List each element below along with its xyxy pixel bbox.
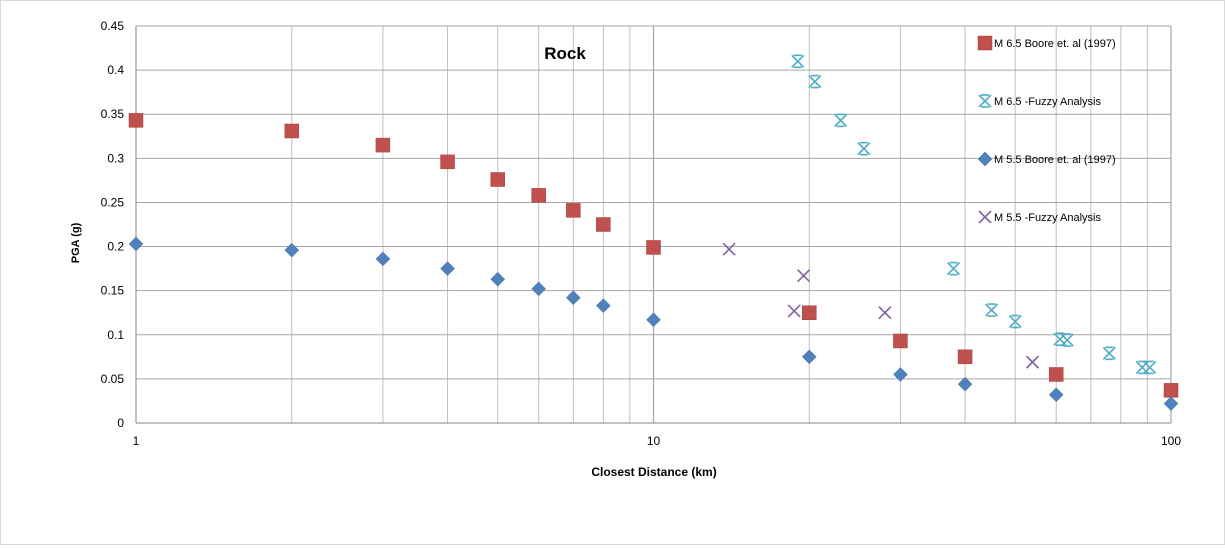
legend-marker-star bbox=[978, 94, 992, 108]
data-point-star bbox=[946, 261, 961, 276]
data-point-square bbox=[490, 172, 505, 187]
data-point-diamond bbox=[893, 367, 908, 382]
data-point-diamond bbox=[1048, 387, 1064, 403]
data-point-star bbox=[808, 74, 822, 89]
data-point-square bbox=[566, 203, 581, 218]
data-point-x bbox=[797, 269, 811, 283]
data-point-square bbox=[1163, 383, 1179, 398]
data-point-diamond bbox=[128, 236, 144, 252]
legend-label: M 6.5 Boore et. al (1997) bbox=[994, 38, 1116, 50]
legend: M 6.5 Boore et. al (1997) M 6.5 -Fuzzy An… bbox=[977, 35, 1116, 224]
data-point-square bbox=[646, 240, 661, 255]
data-point-diamond bbox=[375, 251, 391, 267]
data-point-diamond bbox=[801, 349, 817, 365]
y-tick-label: 0.25 bbox=[101, 195, 125, 209]
data-point-x bbox=[1025, 355, 1040, 369]
data-point-square bbox=[957, 349, 973, 365]
y-tick-label: 0.1 bbox=[107, 328, 124, 342]
data-point-star bbox=[1102, 346, 1116, 361]
data-point-square bbox=[893, 333, 908, 349]
data-point-square bbox=[375, 137, 391, 153]
data-point-star bbox=[834, 113, 848, 128]
y-tick-label: 0.05 bbox=[101, 372, 125, 386]
y-tick-label: 0.45 bbox=[101, 19, 125, 33]
data-point-star bbox=[791, 54, 805, 69]
data-point-diamond bbox=[284, 242, 300, 258]
data-point-diamond bbox=[440, 261, 455, 276]
data-point-square bbox=[128, 113, 144, 128]
y-tick-label: 0.2 bbox=[107, 240, 124, 254]
data-point-square bbox=[802, 305, 817, 320]
tick-labels: 0 0.05 0.1 0.15 0.2 0.25 0.3 0.35 0.4 0.45 1 10 100 bbox=[101, 19, 1182, 448]
data-point-star bbox=[984, 303, 999, 317]
data-point-diamond bbox=[1163, 396, 1179, 411]
data-point-star bbox=[1060, 333, 1074, 347]
data-point-square bbox=[596, 217, 611, 232]
data-point-x bbox=[787, 304, 801, 318]
data-point-star bbox=[1143, 360, 1157, 375]
legend-label: M 5.5 Boore et. al (1997) bbox=[994, 154, 1116, 166]
data-point-diamond bbox=[646, 312, 661, 328]
x-tick-label: 1 bbox=[133, 434, 140, 448]
grid bbox=[136, 25, 1172, 423]
x-tick-label: 10 bbox=[647, 434, 661, 448]
legend-label: M 5.5 -Fuzzy Analysis bbox=[994, 212, 1101, 224]
legend-marker-square bbox=[977, 35, 993, 51]
data-point-x bbox=[878, 306, 892, 320]
data-point-diamond bbox=[595, 298, 611, 314]
y-tick-label: 0.35 bbox=[101, 107, 125, 121]
data-point-square bbox=[284, 123, 300, 139]
y-tick-label: 0.3 bbox=[107, 151, 124, 165]
chart-title: Rock bbox=[544, 44, 586, 63]
legend-item: M 5.5 Boore et. al (1997) bbox=[977, 151, 1116, 167]
x-tick-label: 100 bbox=[1161, 434, 1181, 448]
legend-item: M 6.5 -Fuzzy Analysis bbox=[978, 94, 1101, 108]
data-point-diamond bbox=[490, 271, 506, 287]
legend-marker-diamond bbox=[977, 151, 993, 167]
data-points bbox=[128, 54, 1179, 411]
y-axis-label: PGA (g) bbox=[70, 222, 82, 263]
legend-item: M 5.5 -Fuzzy Analysis bbox=[978, 210, 1101, 224]
data-point-square bbox=[531, 188, 546, 203]
data-point-diamond bbox=[565, 290, 581, 306]
data-point-diamond bbox=[957, 376, 973, 392]
x-axis-label: Closest Distance (km) bbox=[591, 465, 716, 479]
y-tick-label: 0.15 bbox=[101, 284, 125, 298]
legend-item: M 6.5 Boore et. al (1997) bbox=[977, 35, 1116, 51]
data-point-square bbox=[1048, 367, 1064, 382]
y-tick-label: 0 bbox=[117, 416, 124, 430]
axes bbox=[135, 26, 1171, 424]
data-point-square bbox=[440, 154, 455, 170]
data-point-star bbox=[1008, 314, 1022, 329]
y-tick-label: 0.4 bbox=[107, 63, 124, 77]
legend-label: M 6.5 -Fuzzy Analysis bbox=[994, 96, 1101, 108]
data-point-x bbox=[722, 242, 736, 256]
data-point-star bbox=[857, 141, 871, 156]
legend-marker-x bbox=[978, 210, 992, 224]
data-point-diamond bbox=[531, 281, 547, 297]
